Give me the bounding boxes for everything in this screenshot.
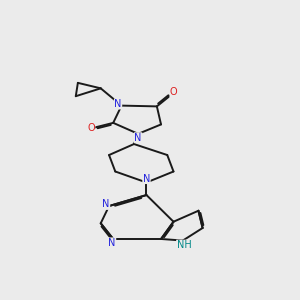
Text: O: O	[87, 123, 95, 133]
Text: N: N	[114, 99, 122, 109]
Text: NH: NH	[177, 240, 191, 250]
Text: N: N	[102, 200, 110, 209]
Text: N: N	[108, 238, 116, 248]
Text: N: N	[143, 174, 150, 184]
Text: O: O	[170, 87, 178, 97]
Text: N: N	[134, 133, 142, 143]
